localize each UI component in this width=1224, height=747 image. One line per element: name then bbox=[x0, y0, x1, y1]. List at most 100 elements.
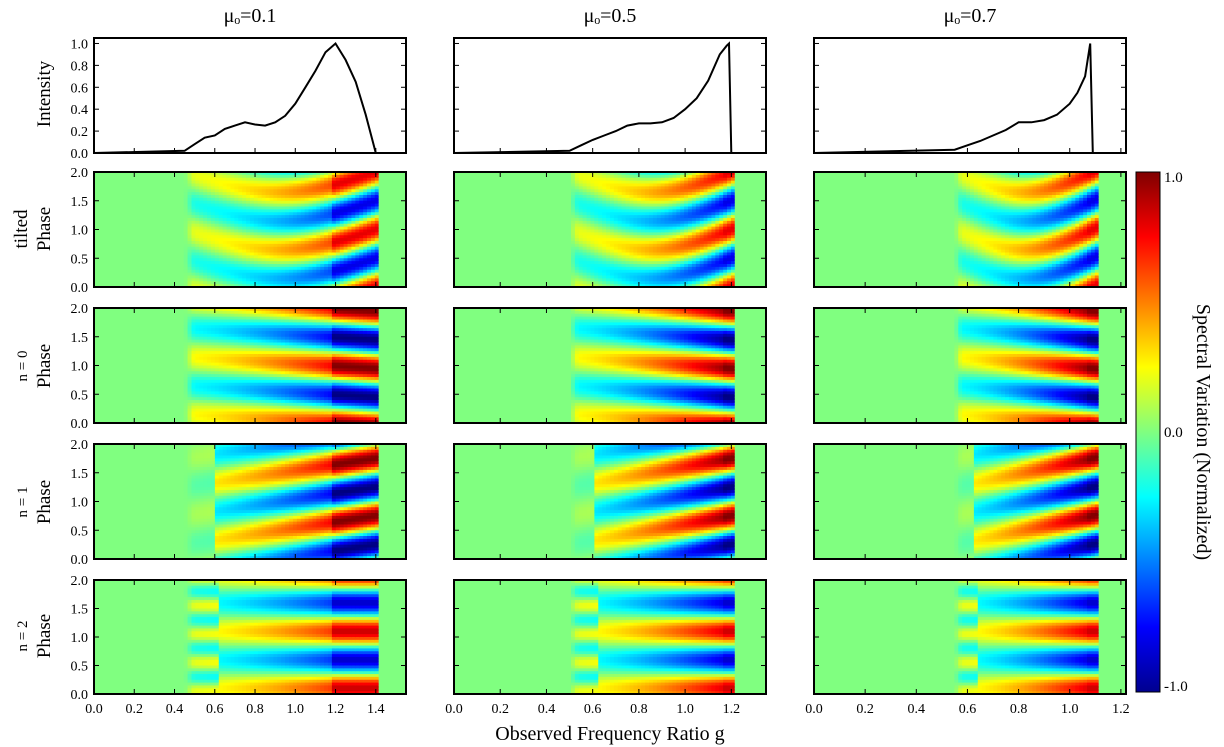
heatmap-cell bbox=[133, 238, 138, 242]
heatmap-cell bbox=[179, 278, 185, 282]
heatmap-cell bbox=[250, 180, 255, 185]
heatmap-cell bbox=[168, 281, 173, 285]
heatmap-cell bbox=[160, 255, 165, 259]
heatmap-cell bbox=[172, 218, 177, 222]
heatmap-cell bbox=[175, 183, 181, 187]
heatmap-cell bbox=[160, 266, 165, 271]
heatmap-cell bbox=[117, 197, 122, 202]
heatmap-cell bbox=[97, 272, 103, 277]
heatmap-cell bbox=[113, 269, 118, 274]
heatmap-cell bbox=[211, 281, 216, 285]
heatmap-cell bbox=[168, 249, 173, 254]
heatmap-cell bbox=[168, 197, 173, 202]
heatmap-cell bbox=[172, 278, 177, 282]
heatmap-cell bbox=[117, 261, 122, 265]
heatmap-cell bbox=[94, 264, 99, 268]
heatmap-cell bbox=[121, 200, 126, 205]
heatmap-cell bbox=[94, 189, 99, 193]
heatmap-cell bbox=[121, 172, 126, 176]
heatmap-cell bbox=[105, 249, 111, 254]
heatmap-cell bbox=[218, 220, 224, 225]
heatmap-cell bbox=[144, 172, 150, 176]
heatmap-cell bbox=[207, 235, 212, 239]
heatmap-cell bbox=[105, 261, 111, 265]
heatmap-cell bbox=[246, 232, 251, 236]
heatmap-cell bbox=[117, 241, 122, 245]
heatmap-cell bbox=[94, 206, 99, 210]
heatmap-cell bbox=[172, 200, 177, 205]
heatmap-cell bbox=[175, 209, 181, 213]
column-title-2: μₒ=0.5 bbox=[584, 5, 637, 27]
heatmap-cell bbox=[214, 249, 220, 254]
heatmap-cell bbox=[148, 264, 154, 268]
heatmap-cell bbox=[187, 197, 193, 202]
heatmap-cell bbox=[152, 226, 157, 231]
heatmap-cell bbox=[164, 186, 169, 190]
heatmap-cell bbox=[226, 195, 232, 199]
heatmap-cell bbox=[105, 241, 111, 245]
heatmap-cell bbox=[101, 275, 107, 279]
heatmap-cell bbox=[101, 266, 107, 271]
heatmap-cell bbox=[195, 186, 200, 190]
heatmap-cell bbox=[238, 174, 243, 179]
heatmap-cell bbox=[109, 229, 115, 233]
heatmap-cell bbox=[109, 249, 115, 254]
intensity-ytick-label: 0.2 bbox=[71, 125, 89, 140]
heatmap-cell bbox=[133, 209, 138, 213]
heatmap-cell bbox=[129, 249, 134, 254]
heatmap-cell bbox=[218, 238, 224, 242]
heatmap-cell bbox=[183, 278, 189, 282]
heatmap-cell bbox=[156, 209, 161, 213]
heatmap-cell bbox=[172, 203, 177, 208]
heatmap-cell bbox=[195, 218, 200, 222]
heatmap-cell bbox=[148, 212, 154, 216]
heatmap-cell bbox=[160, 275, 165, 279]
heatmap-cell bbox=[109, 200, 115, 205]
heatmap-cell bbox=[168, 195, 173, 199]
heatmap-cell bbox=[136, 261, 142, 265]
heatmap-cell bbox=[230, 232, 235, 236]
heatmap-cell bbox=[168, 241, 173, 245]
heatmap-cell bbox=[113, 235, 118, 239]
heatmap-cell bbox=[222, 249, 228, 254]
heatmap-cell bbox=[207, 264, 212, 268]
heatmap-cell bbox=[191, 220, 196, 225]
heatmap-cell bbox=[113, 177, 118, 182]
heatmap-cell bbox=[183, 284, 189, 288]
heatmap-cell bbox=[133, 232, 138, 236]
heatmap-cell bbox=[109, 255, 115, 259]
heatmap-cell bbox=[218, 272, 224, 277]
heatmap-cell bbox=[109, 281, 115, 285]
heatmap-cell bbox=[246, 258, 251, 262]
heatmap-cell bbox=[148, 241, 154, 245]
heatmap-cell bbox=[242, 223, 247, 228]
heatmap-cell bbox=[97, 195, 103, 199]
heatmap-cell bbox=[148, 238, 154, 242]
heatmap-cell bbox=[199, 223, 204, 228]
heatmap-cell bbox=[156, 226, 161, 231]
heatmap-cell bbox=[183, 192, 189, 196]
heatmap-cell bbox=[250, 229, 255, 233]
heatmap-cell bbox=[211, 241, 216, 245]
heatmap-cell bbox=[211, 206, 216, 210]
heatmap-cell bbox=[97, 215, 103, 219]
heatmap-cell bbox=[207, 200, 212, 205]
heatmap-cell bbox=[136, 186, 142, 190]
heatmap-cell bbox=[133, 189, 138, 193]
heatmap-cell bbox=[187, 206, 193, 210]
heatmap-cell bbox=[94, 209, 99, 213]
heatmap-cell bbox=[105, 264, 111, 268]
heatmap-cell bbox=[175, 241, 181, 245]
heatmap-cell bbox=[203, 272, 208, 277]
phase-heatmap-r2-c1 bbox=[94, 308, 407, 424]
heatmap-cell bbox=[187, 269, 193, 274]
heatmap-cell bbox=[133, 261, 138, 265]
heatmap-cell bbox=[175, 212, 181, 216]
heatmap-cell bbox=[238, 246, 243, 251]
heatmap-cell bbox=[140, 186, 146, 190]
heatmap-cell bbox=[195, 284, 200, 288]
heatmap-cell bbox=[156, 215, 161, 219]
heatmap-cell bbox=[207, 218, 212, 222]
heatmap-cell bbox=[129, 264, 134, 268]
heatmap-cell bbox=[218, 215, 224, 219]
